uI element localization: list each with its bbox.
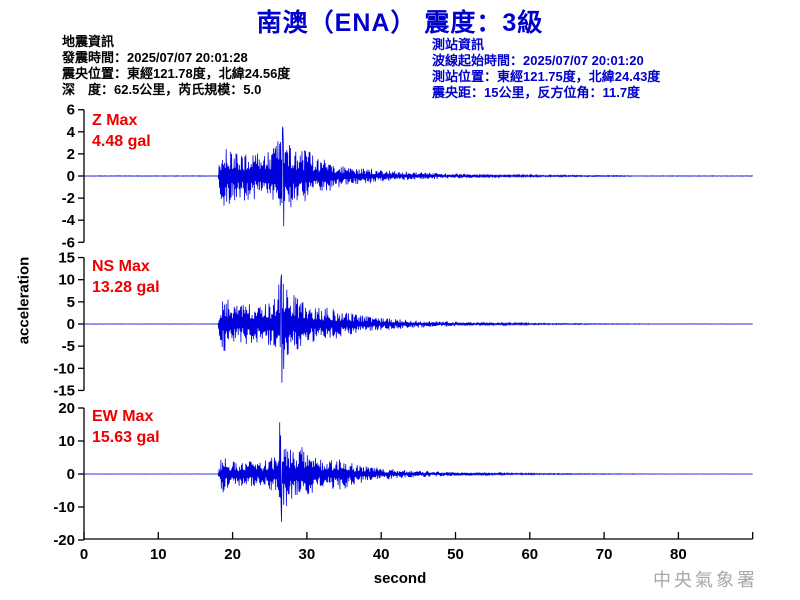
y-tick-label: 0 (67, 168, 75, 185)
x-tick-label: 30 (299, 546, 316, 563)
y-tick-label: -20 (53, 532, 75, 549)
ew-max-label: EW Max 15.63 gal (92, 406, 160, 448)
x-tick-label: 20 (224, 546, 241, 563)
y-tick-label: 5 (67, 294, 75, 311)
event-origin-time: 發震時間：2025/07/07 20:01:28 (62, 50, 248, 65)
x-tick-label: 80 (670, 546, 687, 563)
waveform-Z (83, 126, 753, 227)
y-tick-label: -10 (53, 360, 75, 377)
x-axis-title: second (373, 570, 427, 587)
y-tick-label: 6 (67, 102, 75, 119)
station-location: 測站位置：東經121.75度，北緯24.43度 (432, 69, 661, 84)
y-axis-title: acceleration (15, 256, 33, 345)
y-tick-label: 0 (67, 316, 75, 333)
y-tick-label: -15 (53, 382, 75, 399)
event-epicenter: 震央位置：東經121.78度，北緯24.56度 (62, 66, 291, 81)
agency-watermark: 中央氣象署 (653, 570, 758, 590)
waveform-EW (84, 422, 753, 522)
y-tick-label: -4 (62, 212, 76, 229)
x-tick-label: 40 (373, 546, 390, 563)
y-tick-label: 4 (67, 124, 76, 141)
page-title: 南澳（ENA） 震度：3級 (256, 9, 544, 37)
y-tick-label: -6 (62, 234, 75, 251)
event-depth-magnitude: 深 度：62.5公里，芮氏規模：5.0 (62, 82, 262, 97)
y-tick-label: 0 (67, 466, 75, 483)
x-tick-label: 10 (150, 546, 167, 563)
y-tick-label: 10 (58, 433, 75, 450)
station-info-block: 測站資訊 波線起始時間：2025/07/07 20:01:20 測站位置：東經1… (432, 37, 660, 101)
y-tick-label: -2 (62, 190, 75, 207)
z-max-value: 4.48 gal (92, 133, 151, 150)
y-tick-label: 2 (67, 146, 75, 163)
event-info-heading: 地震資訊 (62, 34, 115, 49)
ns-max-value: 13.28 gal (92, 279, 160, 296)
station-distance-azimuth: 震央距：15公里，反方位角：11.7度 (432, 85, 641, 100)
x-tick-label: 70 (596, 546, 613, 563)
z-max-title: Z Max (92, 112, 138, 129)
y-tick-label: 10 (58, 272, 75, 289)
station-wave-start-time: 波線起始時間：2025/07/07 20:01:20 (432, 53, 644, 68)
x-tick-label: 0 (80, 546, 88, 563)
ns-max-label: NS Max 13.28 gal (92, 256, 160, 298)
station-info-heading: 測站資訊 (432, 37, 485, 52)
y-tick-label: 15 (58, 250, 75, 267)
event-info-block: 地震資訊 發震時間：2025/07/07 20:01:28 震央位置：東經121… (62, 34, 290, 98)
ns-max-title: NS Max (92, 258, 150, 275)
x-tick-label: 60 (521, 546, 538, 563)
x-tick-label: 50 (447, 546, 464, 563)
y-tick-label: -5 (62, 338, 75, 355)
ew-max-title: EW Max (92, 408, 154, 425)
y-tick-label: -10 (53, 499, 75, 516)
z-max-label: Z Max 4.48 gal (92, 110, 151, 152)
waveform-NS (83, 274, 753, 383)
y-tick-label: 20 (58, 400, 75, 417)
ew-max-value: 15.63 gal (92, 429, 160, 446)
